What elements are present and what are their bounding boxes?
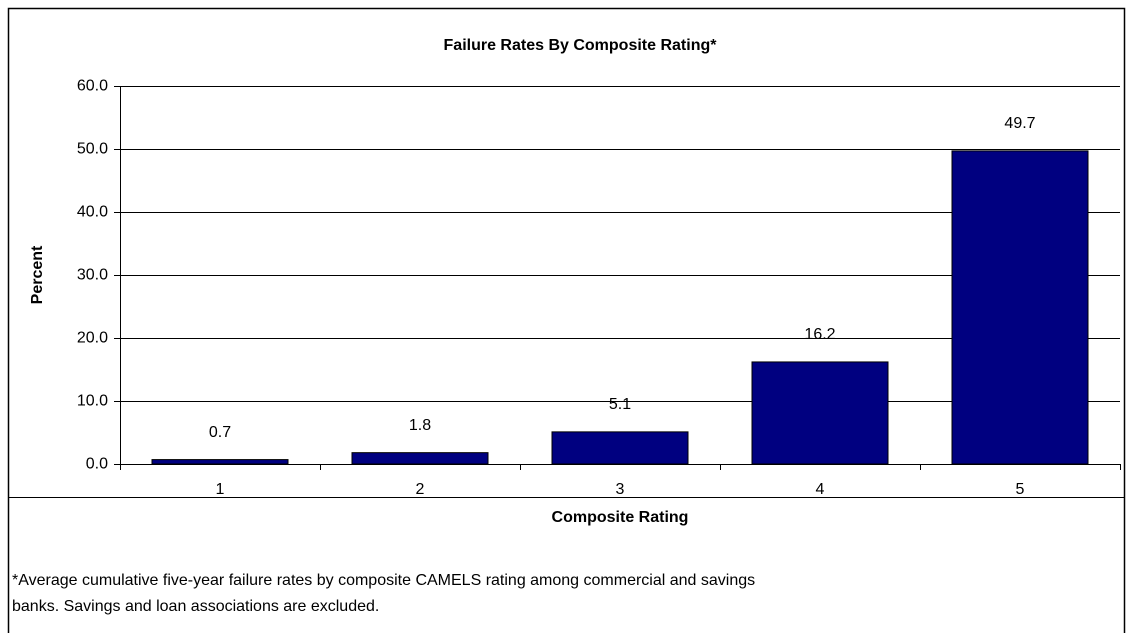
data-label: 49.7	[1004, 115, 1035, 132]
x-tick-label: 1	[216, 481, 225, 498]
x-tick-label: 4	[816, 481, 825, 498]
footnote: *Average cumulative five-year failure ra…	[12, 572, 755, 589]
y-tick-label: 20.0	[77, 330, 108, 347]
y-axis-label: Percent	[29, 245, 46, 304]
x-tick-label: 5	[1016, 481, 1025, 498]
x-axis-label: Composite Rating	[552, 509, 689, 526]
y-tick-label: 50.0	[77, 141, 108, 158]
data-label: 1.8	[409, 417, 431, 434]
bar	[151, 459, 289, 465]
y-tick-label: 40.0	[77, 204, 108, 221]
y-tick-label: 0.0	[86, 456, 108, 473]
bar	[551, 431, 689, 465]
data-label: 5.1	[609, 396, 631, 413]
data-label: 16.2	[804, 326, 835, 343]
y-tick-label: 10.0	[77, 393, 108, 410]
data-label: 0.7	[209, 424, 231, 441]
y-tick-label: 30.0	[77, 267, 108, 284]
bar	[351, 452, 489, 465]
x-tick-label: 2	[416, 481, 425, 498]
bar	[951, 150, 1089, 465]
bar	[751, 361, 889, 465]
footnote: banks. Savings and loan associations are…	[12, 598, 379, 615]
chart-title: Failure Rates By Composite Rating*	[444, 37, 718, 54]
y-tick-label: 60.0	[77, 78, 108, 95]
frame	[7, 7, 1126, 633]
x-tick-label: 3	[616, 481, 625, 498]
